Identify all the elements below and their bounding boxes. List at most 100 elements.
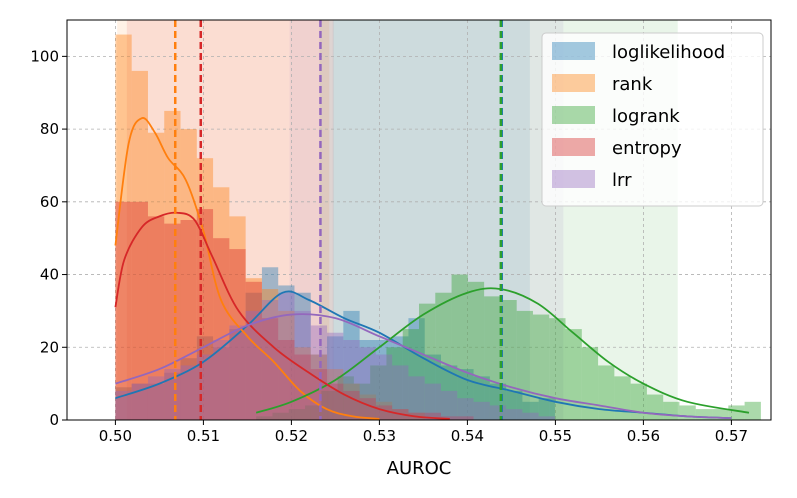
bar-lrr [180, 365, 197, 420]
plot-frame [66, 19, 772, 421]
bar-entropy [131, 201, 148, 420]
bar-loglikelihood [408, 318, 425, 420]
bar-lrr [392, 365, 409, 420]
histogram-bars [115, 34, 761, 420]
kde-lrr [115, 313, 732, 420]
band-entropy [126, 20, 334, 420]
legend-swatch-entropy [552, 138, 595, 156]
bar-logrank [630, 383, 647, 420]
bar-logrank [598, 365, 615, 420]
bar-lrr [327, 332, 344, 420]
y-tick-label: 100 [30, 47, 59, 65]
bar-loglikelihood [473, 376, 490, 420]
legend-label-loglikelihood: loglikelihood [612, 42, 725, 63]
bar-lrr [408, 376, 425, 420]
legend-swatch-logrank [552, 106, 595, 124]
bar-logrank [679, 405, 696, 420]
bar-rank [131, 70, 148, 420]
bar-logrank [744, 401, 761, 420]
y-tick-label: 60 [40, 193, 59, 211]
bar-logrank [484, 296, 501, 420]
x-tick-label: 0.56 [627, 427, 660, 445]
grid-lines [67, 20, 771, 421]
bar-logrank [386, 347, 403, 420]
bar-logrank [256, 416, 273, 420]
legend-label-entropy: entropy [612, 138, 682, 159]
bar-lrr [538, 416, 555, 420]
x-tick-label: 0.53 [363, 427, 396, 445]
bar-rank [310, 354, 328, 420]
bar-lrr [229, 325, 246, 420]
bar-lrr [506, 409, 523, 420]
bar-rank [261, 289, 279, 420]
bar-logrank [288, 409, 306, 420]
kde-rank [114, 117, 380, 420]
bar-lrr [196, 354, 214, 420]
legend-label-logrank: logrank [612, 106, 680, 127]
bar-loglikelihood [538, 398, 555, 420]
bar-entropy [343, 390, 360, 420]
y-tick-label: 80 [40, 120, 59, 138]
bar-rank [278, 310, 295, 420]
bar-loglikelihood [327, 336, 344, 420]
bar-rank [245, 278, 262, 420]
bar-loglikelihood [506, 390, 523, 420]
bar-lrr [261, 300, 279, 420]
bar-rank [115, 34, 132, 420]
bar-rank [343, 383, 360, 420]
confidence-bands [117, 20, 678, 420]
bar-rank [180, 129, 197, 420]
bar-entropy [180, 220, 197, 420]
legend-label-lrr: lrr [612, 170, 632, 191]
x-tick-label: 0.50 [99, 427, 132, 445]
x-axis-label: AUROC [387, 458, 452, 479]
bar-logrank [646, 394, 664, 420]
bar-logrank [435, 292, 452, 420]
bar-logrank [728, 405, 745, 420]
bar-logrank [305, 405, 322, 420]
bar-entropy [457, 416, 474, 420]
legend-label-rank: rank [612, 74, 653, 95]
bar-loglikelihood [343, 310, 360, 420]
bar-logrank [467, 281, 485, 420]
bar-logrank [695, 409, 713, 420]
bar-rank [359, 394, 376, 420]
bar-logrank [419, 303, 436, 420]
bar-logrank [451, 274, 468, 420]
bar-lrr [522, 412, 539, 420]
bar-rank [147, 132, 165, 420]
y-tick-label: 40 [40, 266, 59, 284]
bar-lrr [245, 310, 262, 420]
bar-loglikelihood [457, 369, 474, 420]
bar-logrank [663, 401, 680, 420]
bar-lrr [375, 354, 393, 420]
bar-lrr [424, 383, 441, 420]
x-tick-label: 0.57 [715, 427, 748, 445]
y-axis-ticks: 0 20 40 60 80 100 [30, 47, 67, 429]
bar-entropy [115, 201, 132, 420]
bar-loglikelihood [424, 354, 441, 420]
bar-logrank [565, 329, 582, 420]
mean-lines [173, 20, 503, 420]
y-tick-label: 20 [40, 338, 59, 356]
bar-lrr [213, 340, 230, 420]
bar-logrank [272, 412, 289, 420]
bar-logrank [337, 376, 354, 420]
legend: loglikelihood rank logrank entropy lrr [541, 32, 764, 207]
x-axis-ticks: 0.50 0.51 0.52 0.53 0.54 0.55 0.56 0.57 [99, 420, 748, 445]
bar-loglikelihood [115, 387, 132, 420]
bar-lrr [115, 390, 132, 420]
bar-loglikelihood [441, 365, 458, 420]
bar-loglikelihood [278, 285, 295, 420]
legend-swatch-lrr [552, 170, 595, 188]
bar-entropy [424, 412, 441, 420]
bar-lrr [294, 310, 311, 420]
bar-logrank [581, 347, 599, 420]
bar-loglikelihood [310, 354, 328, 420]
bar-lrr [343, 340, 360, 420]
bar-loglikelihood [180, 358, 197, 420]
kde-entropy [114, 211, 450, 420]
y-tick-label: 0 [49, 411, 59, 429]
bar-lrr [359, 347, 376, 420]
